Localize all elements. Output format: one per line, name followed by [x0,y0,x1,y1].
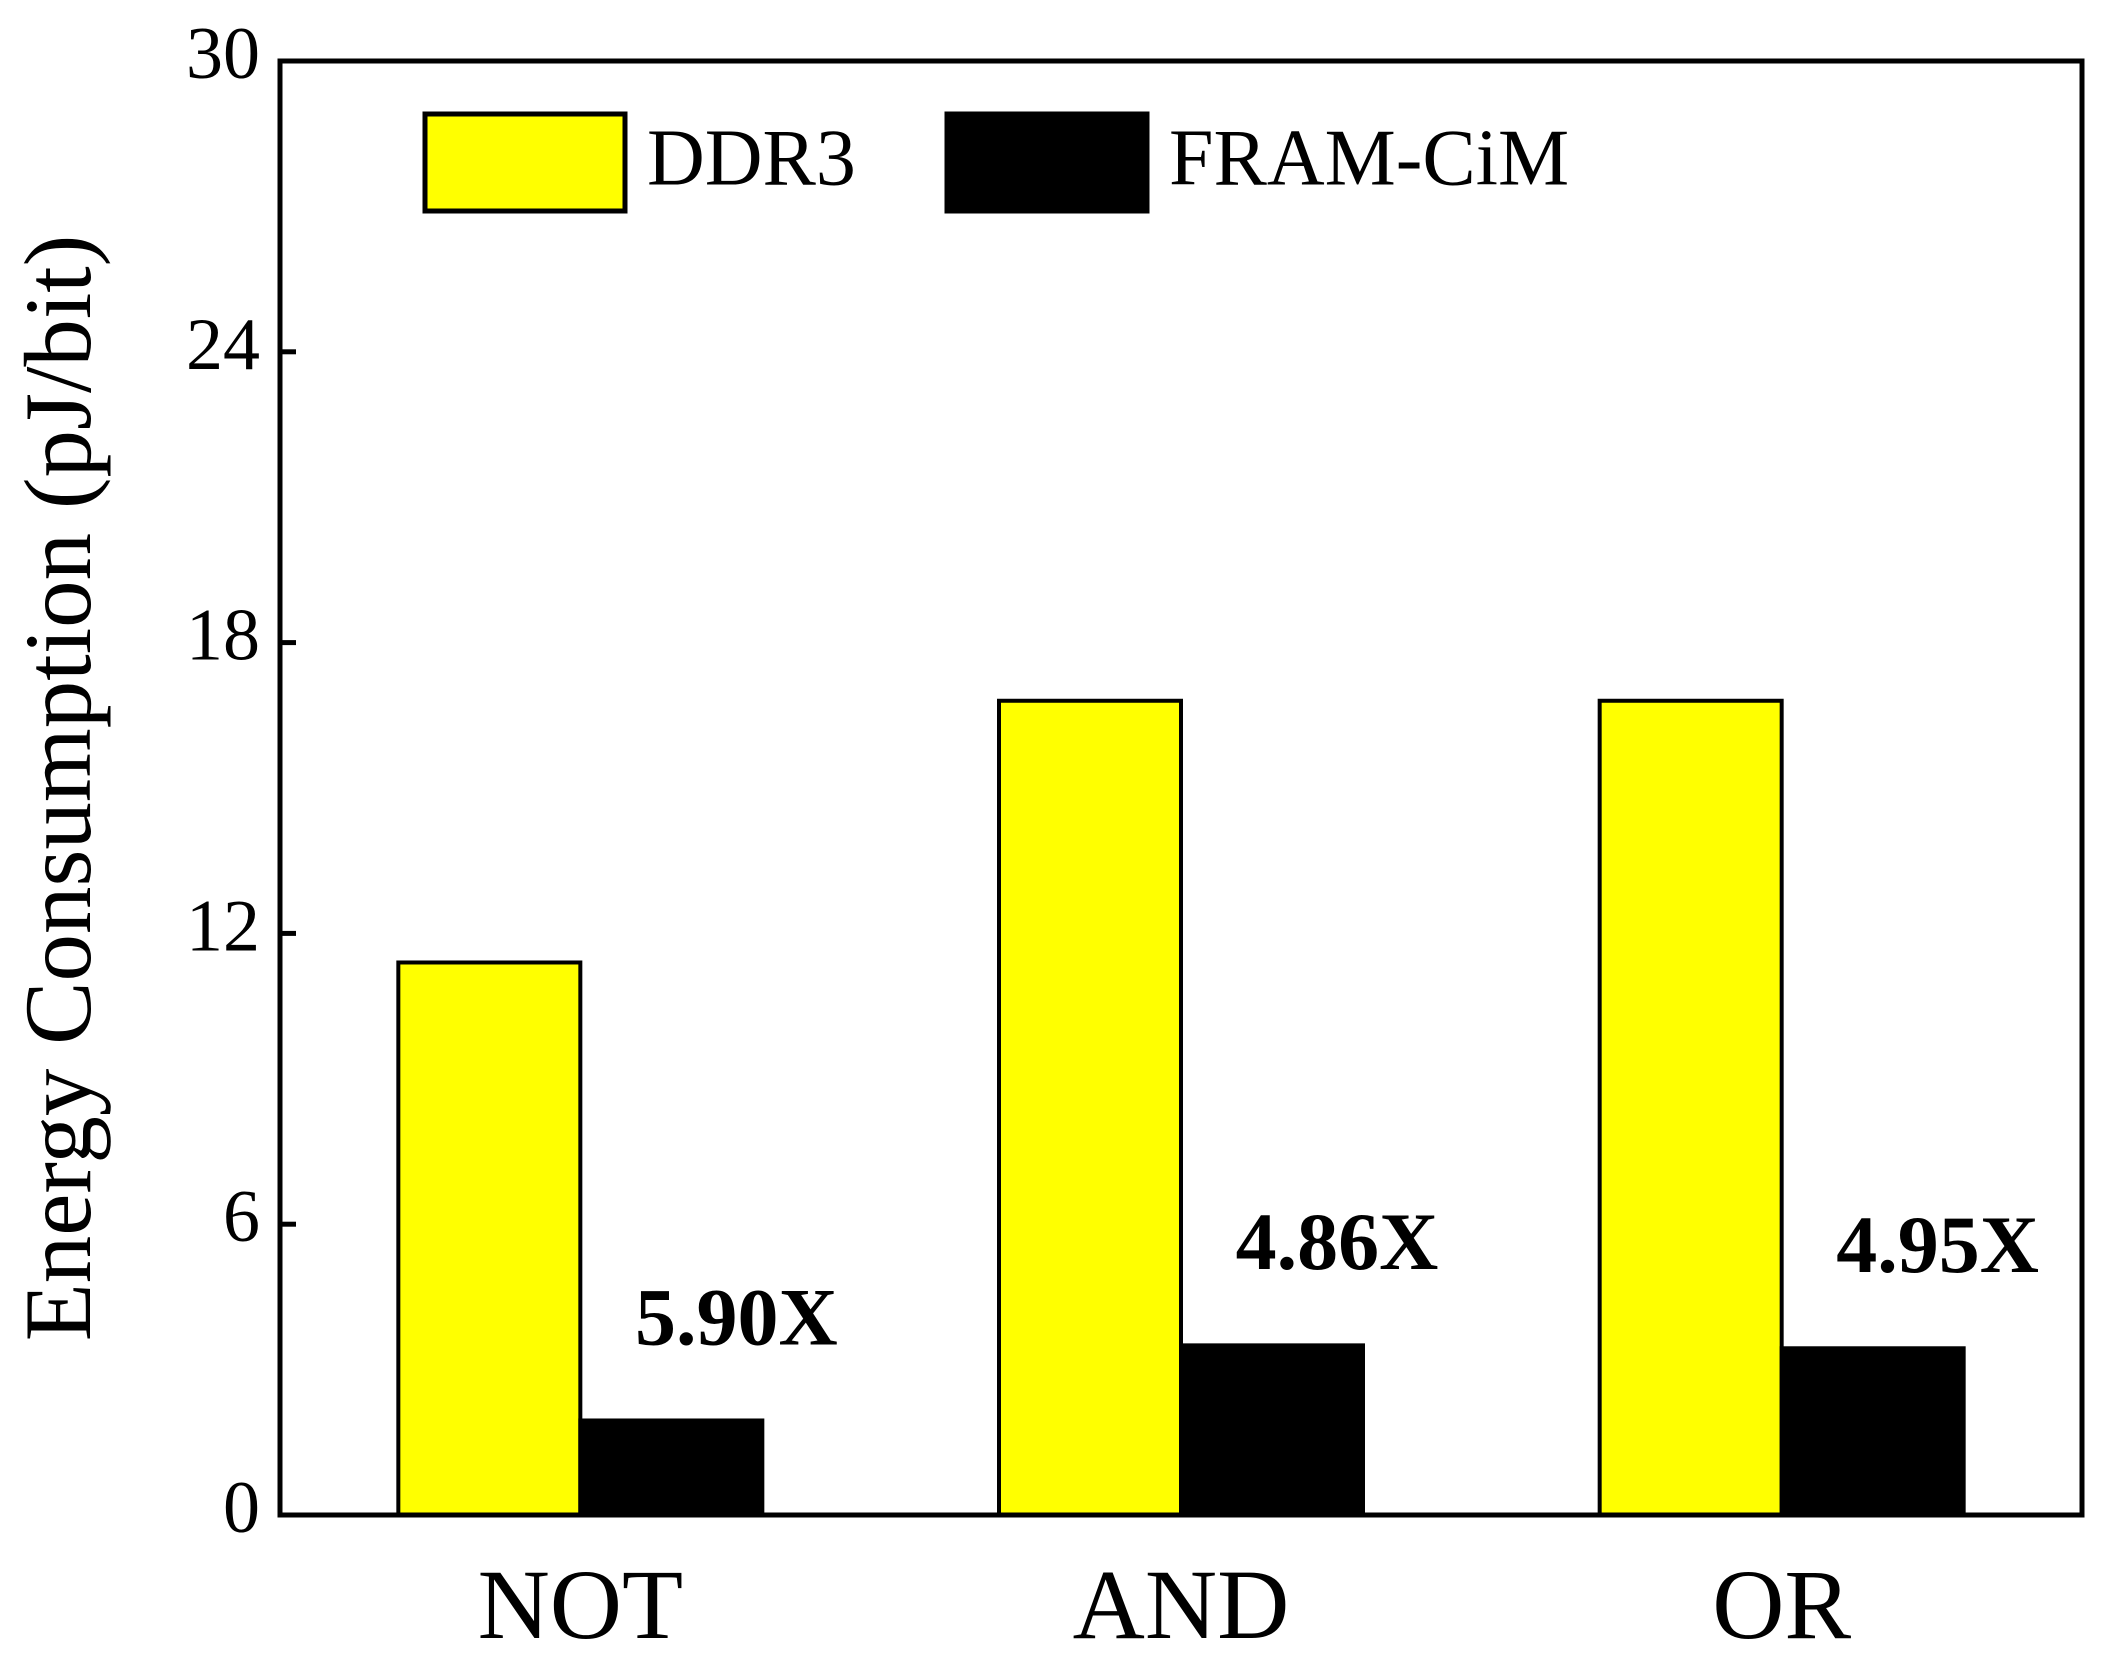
bar [997,698,1183,1517]
legend-swatch [944,111,1150,214]
y-tick-label: 6 [223,1176,260,1258]
bar [1179,1343,1365,1518]
x-tick-label: AND [1073,1549,1290,1660]
y-tick-label: 12 [186,885,260,967]
y-tick-label: 0 [223,1467,260,1549]
bar [396,960,583,1517]
x-tick-label: NOT [478,1549,684,1660]
bar [1779,1346,1966,1517]
plot-frame [277,58,2085,1518]
annotation: 4.95X [1836,1199,2039,1290]
legend-swatch [422,111,628,214]
y-tick-label: 30 [186,13,260,95]
bar [578,1418,765,1517]
legend-label: DDR3 [647,114,856,202]
y-axis-label: Energy Consumption (pJ/bit) [5,235,111,1342]
annotation: 4.86X [1236,1196,1439,1287]
legend-label: FRAM-CiM [1169,114,1569,202]
y-tick-label: 18 [186,595,260,677]
y-tick-label: 24 [186,304,260,386]
x-tick-label: OR [1712,1549,1851,1660]
bar [1597,698,1784,1517]
annotation: 5.90X [635,1271,838,1362]
